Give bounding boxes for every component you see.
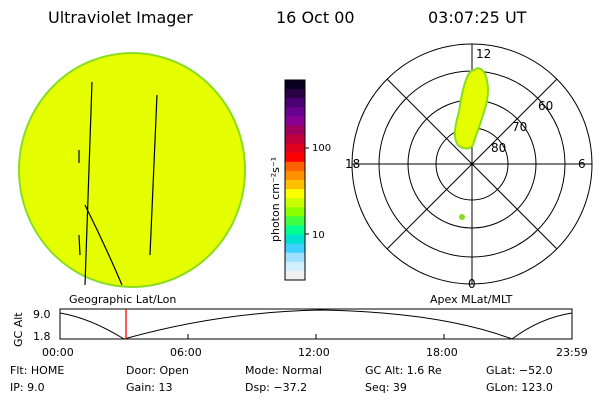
- instrument-title: Ultraviolet Imager: [48, 8, 193, 27]
- info-flt: Flt: HOME: [10, 364, 65, 377]
- colorbar-segment: [285, 207, 305, 217]
- colorbar-segment: [285, 189, 305, 199]
- info-seq: Seq: 39: [365, 381, 407, 394]
- info-ip: IP: 9.0: [10, 381, 45, 394]
- colorbar-segment: [285, 243, 305, 254]
- polar-diagonal-2: [386, 78, 558, 250]
- colorbar-segment: [285, 98, 305, 108]
- altitude-xlabel-1200: 12:00: [298, 346, 330, 359]
- time-label: 03:07:25 UT: [428, 8, 527, 27]
- coast-line-2: [149, 94, 158, 256]
- mlat-label-80: 80: [491, 141, 506, 155]
- coast-line-5: [84, 204, 123, 286]
- colorbar-segment: [285, 170, 305, 181]
- colorbar-segment: [285, 116, 305, 126]
- altitude-xlabel-2359: 23:59: [556, 346, 588, 359]
- info-dsp: Dsp: −37.2: [245, 381, 308, 394]
- mlt-label-6: 6: [578, 157, 586, 171]
- colorbar-segment: [285, 180, 305, 190]
- colorbar: 100 10 photon cm⁻²s⁻¹: [269, 79, 331, 281]
- info-door: Door: Open: [126, 364, 189, 377]
- colorbar-segment: [285, 80, 305, 90]
- mlat-label-70: 70: [512, 120, 527, 134]
- colorbar-segment: [285, 89, 305, 99]
- colorbar-segment: [285, 125, 305, 136]
- polar-mlat-mlt-plot: 12 18 6 0 60 70 80: [345, 43, 593, 291]
- info-gain: Gain: 13: [126, 381, 173, 394]
- colorbar-segment: [285, 261, 305, 272]
- info-mode: Mode: Normal: [245, 364, 322, 377]
- altitude-xlabel-0600: 06:00: [170, 346, 202, 359]
- auroral-emission-region: [453, 66, 489, 150]
- colorbar-segment: [285, 270, 305, 281]
- mlt-label-12: 12: [476, 47, 491, 61]
- geographic-caption: Geographic Lat/Lon: [69, 293, 176, 306]
- altitude-xlabel-1800: 18:00: [426, 346, 458, 359]
- mlat-label-60: 60: [538, 99, 553, 113]
- date-label: 16 Oct 00: [276, 8, 355, 27]
- colorbar-segment: [285, 234, 305, 245]
- altitude-plot: GC Alt 9.0 1.8 00:00 06:00 12:00 18:00 2…: [12, 308, 588, 359]
- altitude-xlabel-0000: 00:00: [42, 346, 74, 359]
- mlt-label-18: 18: [345, 157, 360, 171]
- altitude-ytick-low: 1.8: [33, 330, 51, 343]
- info-glon: GLon: 123.0: [486, 381, 553, 394]
- mlt-label-0: 0: [468, 277, 476, 291]
- coast-line-4: [78, 234, 81, 256]
- colorbar-segment: [285, 252, 305, 263]
- colorbar-frame: [284, 79, 306, 281]
- geographic-disk: [18, 52, 246, 288]
- colorbar-segment: [285, 107, 305, 117]
- colorbar-tick-label-100: 100: [312, 143, 331, 154]
- info-glat: GLat: −52.0: [486, 364, 553, 377]
- colorbar-segment: [285, 143, 305, 154]
- colorbar-segment: [285, 198, 305, 208]
- coast-line-1: [84, 81, 93, 286]
- auroral-spot: [459, 214, 465, 220]
- altitude-ylabel: GC Alt: [12, 312, 25, 347]
- colorbar-segment: [285, 152, 305, 163]
- colorbar-unit-label: photon cm⁻²s⁻¹: [269, 157, 282, 242]
- altitude-curve: [59, 309, 573, 340]
- colorbar-segment: [285, 134, 305, 145]
- apex-caption: Apex MLat/MLT: [430, 293, 513, 306]
- colorbar-segment: [285, 216, 305, 226]
- colorbar-tick-label-10: 10: [312, 230, 325, 241]
- colorbar-segment: [285, 161, 305, 172]
- altitude-ytick-high: 9.0: [33, 308, 51, 321]
- info-gcalt: GC Alt: 1.6 Re: [365, 364, 442, 377]
- colorbar-segment: [285, 225, 305, 236]
- geographic-disk-panel: [18, 52, 246, 288]
